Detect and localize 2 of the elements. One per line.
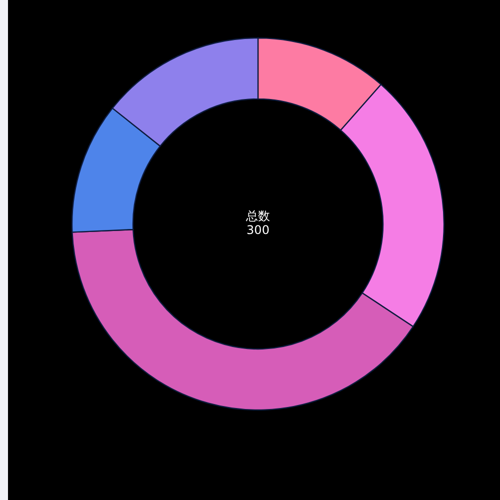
text: 总数 [245,209,271,223]
text: 300 [246,223,270,237]
